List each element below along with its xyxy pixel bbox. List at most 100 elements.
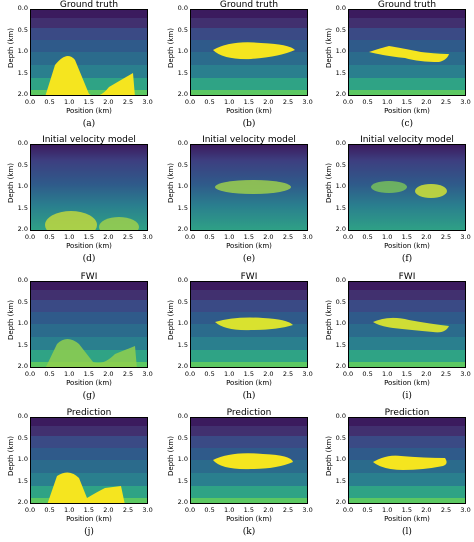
panel-title: FWI bbox=[398, 272, 416, 282]
anomaly-shape bbox=[45, 56, 135, 95]
x-tick-label: 2.5 bbox=[440, 98, 452, 106]
velocity-image bbox=[191, 418, 307, 503]
x-tick-label: 3.0 bbox=[142, 233, 153, 241]
anomaly-shape bbox=[373, 317, 449, 333]
figure-panel: Ground truth Depth (km) 0.0 0.5 1.0 1.5 2.0 0.0… bbox=[0, 0, 153, 133]
velocity-plot bbox=[30, 9, 148, 96]
velocity-layer bbox=[31, 52, 147, 66]
y-tick-label: 2.0 bbox=[177, 498, 188, 506]
x-tick-label: 0.5 bbox=[362, 370, 373, 378]
y-tick-label: 2.0 bbox=[177, 90, 188, 98]
anomaly-shape bbox=[213, 453, 293, 470]
velocity-layer bbox=[31, 418, 147, 427]
x-tick-label: 1.0 bbox=[224, 370, 235, 378]
y-tick-label: 2.0 bbox=[17, 498, 28, 506]
subfigure-caption: (k) bbox=[242, 527, 256, 537]
velocity-layer bbox=[191, 436, 307, 449]
velocity-layer bbox=[31, 448, 147, 461]
x-tick-label: 0.5 bbox=[362, 98, 373, 106]
x-tick-label: 0.5 bbox=[44, 506, 55, 514]
velocity-plot bbox=[30, 144, 148, 231]
y-tick-label: 1.0 bbox=[17, 47, 28, 55]
figure-panel: FWI Depth (km) 0.0 0.5 1.0 1.5 2.0 0.0 0.5 1.0 1.5… bbox=[0, 272, 153, 405]
figure-panel: Prediction Depth (km) 0.0 0.5 1.0 1.5 2.0 0.0 0.… bbox=[318, 408, 471, 541]
velocity-layer bbox=[191, 498, 307, 503]
panel-title: Initial velocity model bbox=[42, 135, 136, 145]
velocity-layer bbox=[31, 300, 147, 313]
figure-panel: Initial velocity model Depth (km) 0.0 0.5 1.… bbox=[0, 135, 153, 268]
x-tick-label: 0.5 bbox=[44, 370, 55, 378]
y-tick-label: 1.0 bbox=[17, 182, 28, 190]
subfigure-caption: (h) bbox=[242, 391, 256, 401]
velocity-image bbox=[349, 145, 465, 230]
x-tick-label: 2.0 bbox=[421, 506, 432, 514]
x-tick-label: 0.0 bbox=[342, 233, 354, 241]
x-tick-label: 1.5 bbox=[83, 98, 94, 106]
velocity-image bbox=[349, 10, 465, 95]
y-tick-label: 2.0 bbox=[177, 362, 188, 370]
velocity-layer bbox=[191, 290, 307, 301]
x-tick-label: 3.0 bbox=[460, 506, 471, 514]
velocity-plot bbox=[30, 281, 148, 368]
x-axis-label: Position (km) bbox=[384, 242, 430, 250]
x-tick-label: 0.5 bbox=[204, 233, 215, 241]
velocity-plot bbox=[348, 281, 466, 368]
anomaly-shape bbox=[215, 317, 293, 331]
x-axis-label: Position (km) bbox=[384, 107, 430, 115]
y-tick-label: 0.5 bbox=[335, 160, 346, 169]
y-tick-label: 0.5 bbox=[17, 297, 28, 306]
x-tick-label: 2.5 bbox=[440, 233, 452, 241]
velocity-layer bbox=[191, 418, 307, 427]
figure-panel: FWI Depth (km) 0.0 0.5 1.0 1.5 2.0 0.0 0.5 1.0 1.5… bbox=[160, 272, 313, 405]
velocity-layer bbox=[349, 90, 465, 95]
velocity-layer bbox=[191, 426, 307, 437]
y-tick-label: 0.5 bbox=[177, 433, 188, 442]
velocity-layer bbox=[349, 10, 465, 19]
subfigure-caption: (l) bbox=[402, 527, 412, 537]
x-tick-label: 1.5 bbox=[243, 370, 254, 378]
x-axis-label: Position (km) bbox=[226, 515, 272, 523]
velocity-image bbox=[31, 282, 147, 367]
velocity-layer bbox=[31, 436, 147, 449]
velocity-layer bbox=[31, 90, 147, 95]
x-tick-label: 0.0 bbox=[342, 370, 354, 378]
x-tick-label: 1.5 bbox=[243, 506, 254, 514]
x-tick-label: 2.5 bbox=[282, 506, 294, 514]
velocity-layer bbox=[31, 28, 147, 41]
x-tick-label: 1.0 bbox=[224, 98, 235, 106]
x-tick-label: 3.0 bbox=[460, 233, 471, 241]
x-tick-label: 3.0 bbox=[302, 370, 313, 378]
subfigure-caption: (g) bbox=[82, 391, 96, 401]
y-tick-label: 2.0 bbox=[177, 225, 188, 233]
y-tick-label: 1.5 bbox=[335, 203, 346, 212]
x-tick-label: 1.0 bbox=[382, 233, 393, 241]
x-tick-label: 3.0 bbox=[142, 506, 153, 514]
y-tick-label: 0.0 bbox=[177, 139, 188, 147]
velocity-image bbox=[349, 282, 465, 367]
y-tick-label: 2.0 bbox=[335, 498, 346, 506]
anomaly-shape bbox=[45, 339, 137, 367]
x-tick-label: 1.5 bbox=[401, 233, 412, 241]
figure-panel: Ground truth Depth (km) 0.0 0.5 1.0 1.5 2.0 0.0… bbox=[318, 0, 471, 133]
velocity-image bbox=[31, 145, 147, 230]
figure-panel: Initial velocity model Depth (km) 0.0 0.5 1.… bbox=[318, 135, 471, 268]
velocity-layer bbox=[191, 18, 307, 29]
x-axis-label: Position (km) bbox=[226, 242, 272, 250]
anomaly-shape bbox=[369, 46, 449, 62]
x-tick-label: 1.0 bbox=[64, 506, 75, 514]
panel-title: Prediction bbox=[66, 408, 112, 418]
velocity-layer bbox=[349, 78, 465, 91]
velocity-layer bbox=[349, 486, 465, 499]
y-tick-label: 1.0 bbox=[177, 319, 188, 327]
velocity-layer bbox=[191, 486, 307, 499]
y-tick-label: 1.0 bbox=[17, 319, 28, 327]
velocity-layer bbox=[31, 473, 147, 487]
y-tick-label: 1.5 bbox=[17, 68, 28, 77]
figure-panel: FWI Depth (km) 0.0 0.5 1.0 1.5 2.0 0.0 0.5 1.0 1.5… bbox=[318, 272, 471, 405]
anomaly-shape bbox=[373, 455, 447, 470]
y-tick-label: 1.5 bbox=[177, 340, 188, 349]
velocity-image bbox=[191, 282, 307, 367]
velocity-layer bbox=[349, 350, 465, 363]
x-tick-label: 2.5 bbox=[282, 370, 294, 378]
velocity-layer bbox=[31, 324, 147, 338]
